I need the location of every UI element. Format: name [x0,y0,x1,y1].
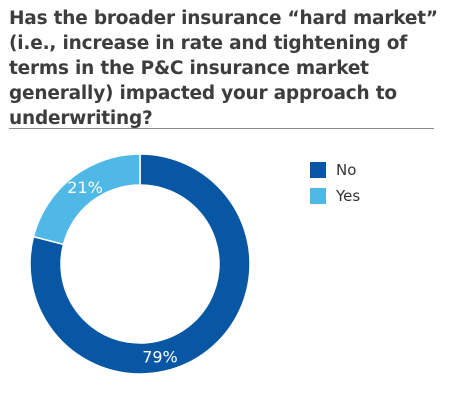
legend-swatch-no [310,162,326,178]
legend-label-yes: Yes [336,187,361,205]
divider [9,128,434,129]
question-title: Has the broader insurance “hard market” … [9,8,438,129]
data-label-yes: 21% [67,178,103,197]
data-label-no: 79% [142,347,178,366]
donut-slice-yes [32,153,141,246]
legend-label-no: No [336,161,357,179]
donut-slice-no [29,153,251,375]
legend-swatch-yes [310,188,326,204]
